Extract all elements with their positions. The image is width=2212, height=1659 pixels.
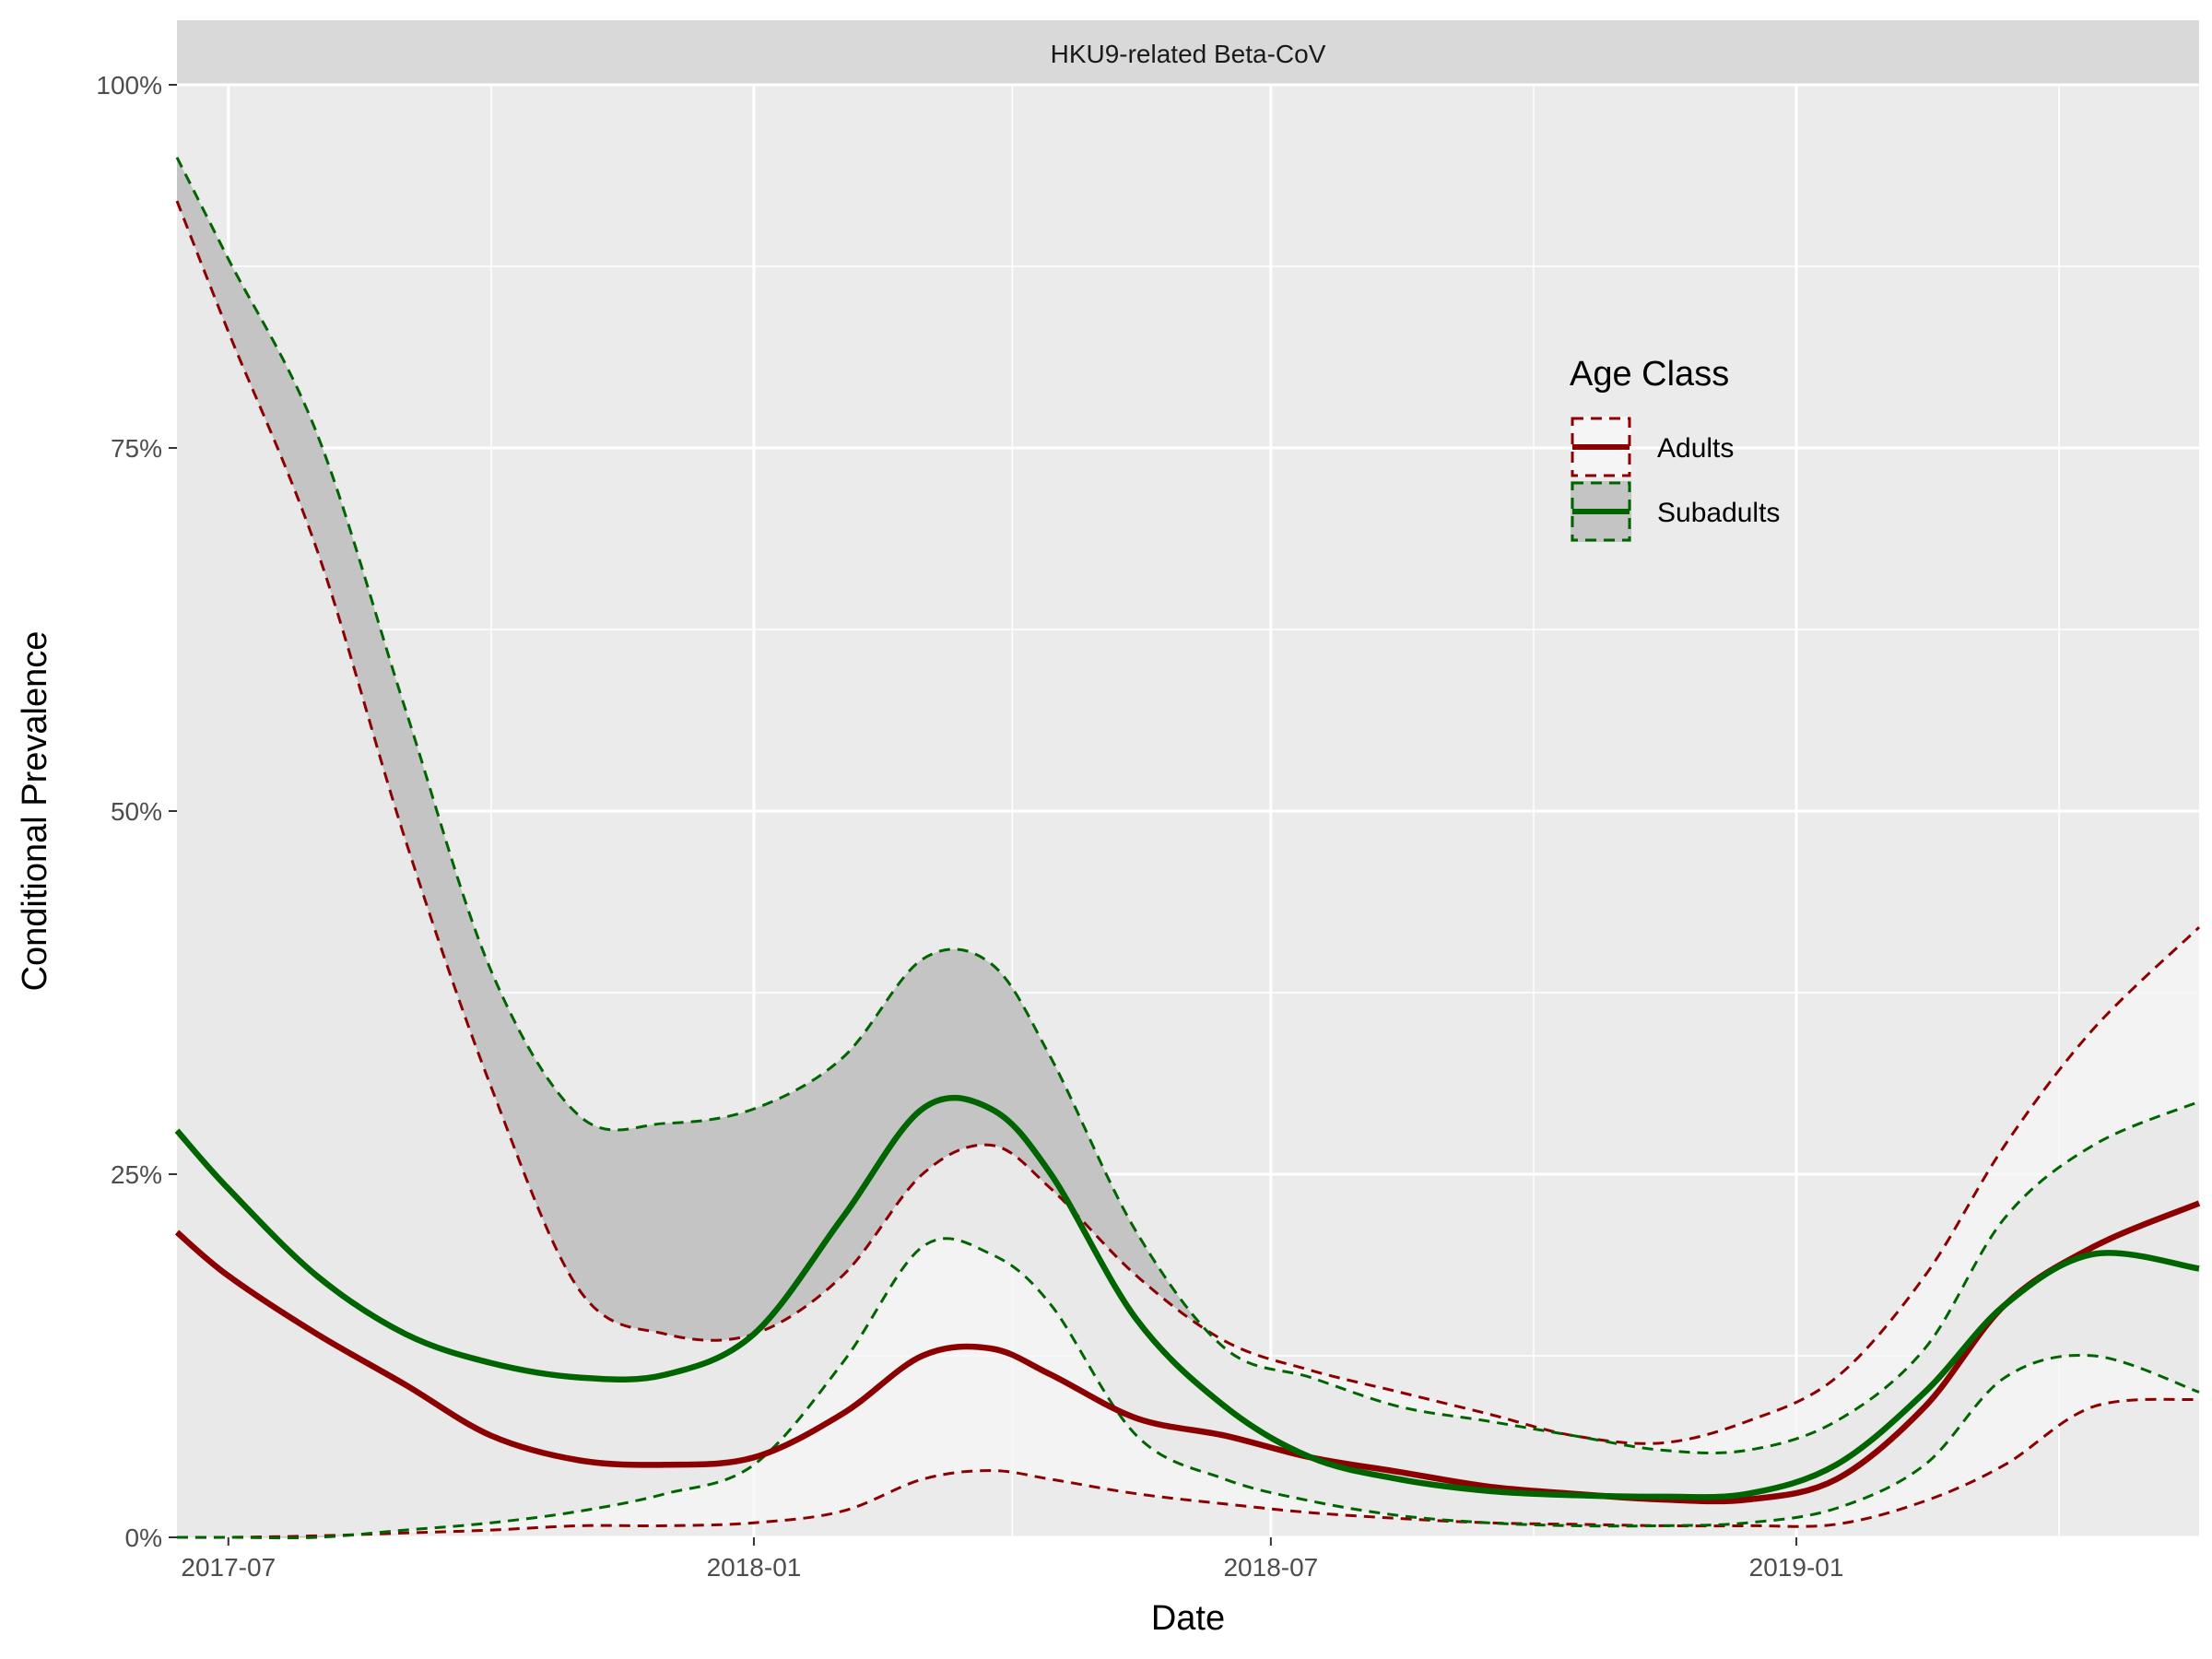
y-tick-label: 50%	[111, 797, 162, 826]
estimate-line-adults	[174, 1200, 2201, 1505]
confidence-bounds	[175, 157, 2201, 1540]
panel-title: HKU9-related Beta-CoV	[1051, 40, 1326, 68]
upper-bound-adults	[175, 200, 2201, 1445]
legend-title: Age Class	[1570, 355, 1729, 394]
estimate-line-subadults	[174, 1094, 2200, 1500]
y-tick-label: 25%	[111, 1160, 162, 1189]
y-tick-label: 75%	[111, 434, 162, 463]
y-axis-title: Conditional Prevalence	[16, 631, 54, 992]
upper-bound-subadults	[175, 157, 2200, 1454]
y-tick-label: 0%	[125, 1524, 162, 1552]
major-gridlines	[177, 83, 2199, 1539]
x-tick-label: 2018-07	[1223, 1553, 1318, 1582]
panel-strip	[177, 20, 2199, 85]
legend-label-subadults: Subadults	[1657, 498, 1780, 528]
legend-key-subadults	[1571, 481, 1631, 542]
legend-key-adults	[1571, 417, 1631, 477]
legend-label-adults: Adults	[1657, 433, 1734, 464]
lower-bound-adults	[176, 1397, 2200, 1539]
lower-bound-subadults	[176, 1237, 2200, 1540]
ribbon-adults	[177, 201, 2199, 1538]
x-tick-label: 2017-07	[181, 1553, 276, 1582]
x-tick-label: 2019-01	[1749, 1553, 1844, 1582]
x-axis: 2017-07 2018-01 2018-07 2019-01	[181, 1537, 1843, 1582]
confidence-ribbons	[177, 157, 2199, 1538]
x-axis-title: Date	[1151, 1599, 1225, 1638]
x-tick-label: 2018-01	[707, 1553, 802, 1582]
y-tick-label: 100%	[96, 71, 162, 100]
y-axis: 0% 25% 50% 75% 100%	[96, 71, 177, 1552]
ribbon-subadults	[177, 157, 2199, 1538]
estimate-lines	[174, 1094, 2201, 1505]
legend: Age Class Adults Subadults	[1570, 355, 1780, 542]
